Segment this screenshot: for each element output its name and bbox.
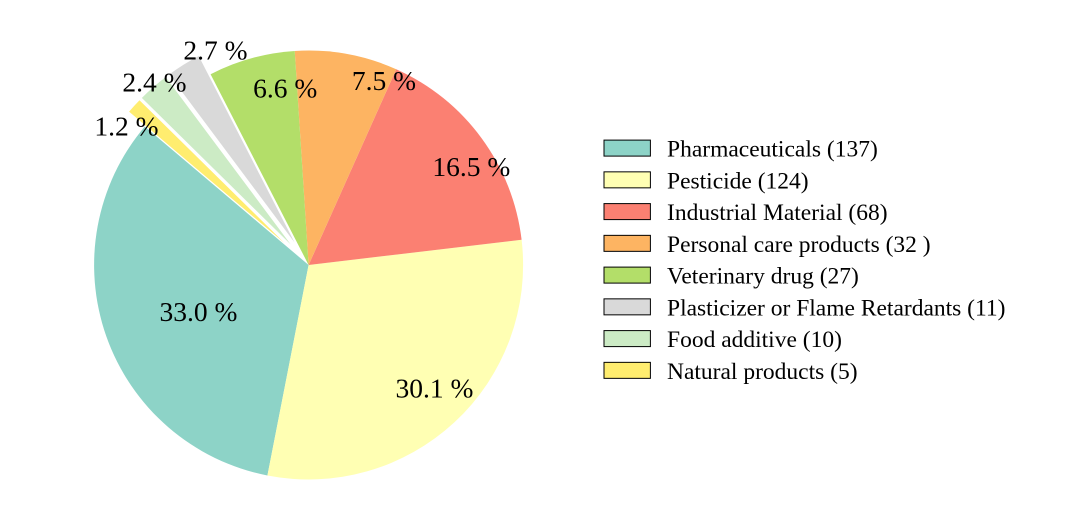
svg-text:Plasticizer or Flame Retardant: Plasticizer or Flame Retardants (11)	[667, 295, 1005, 321]
svg-text:16.5 %: 16.5 %	[432, 151, 510, 182]
svg-text:Veterinary drug (27): Veterinary drug (27)	[667, 264, 859, 290]
svg-text:1.2 %: 1.2 %	[94, 111, 158, 142]
svg-text:2.7 %: 2.7 %	[183, 35, 247, 66]
svg-text:Pesticide (124): Pesticide (124)	[667, 168, 809, 194]
svg-text:Pharmaceuticals (137): Pharmaceuticals (137)	[667, 137, 878, 163]
svg-text:Food additive (10): Food additive (10)	[667, 327, 842, 353]
svg-text:30.1 %: 30.1 %	[395, 373, 473, 404]
svg-text:Personal care products (32 ): Personal care products (32 )	[667, 232, 931, 258]
svg-text:33.0 %: 33.0 %	[160, 296, 238, 327]
svg-text:Industrial Material (68): Industrial Material (68)	[667, 200, 888, 226]
svg-text:6.6 %: 6.6 %	[253, 72, 317, 103]
svg-text:2.4 %: 2.4 %	[122, 67, 186, 98]
svg-text:Natural products (5): Natural products (5)	[667, 359, 858, 385]
svg-text:7.5 %: 7.5 %	[352, 65, 416, 96]
